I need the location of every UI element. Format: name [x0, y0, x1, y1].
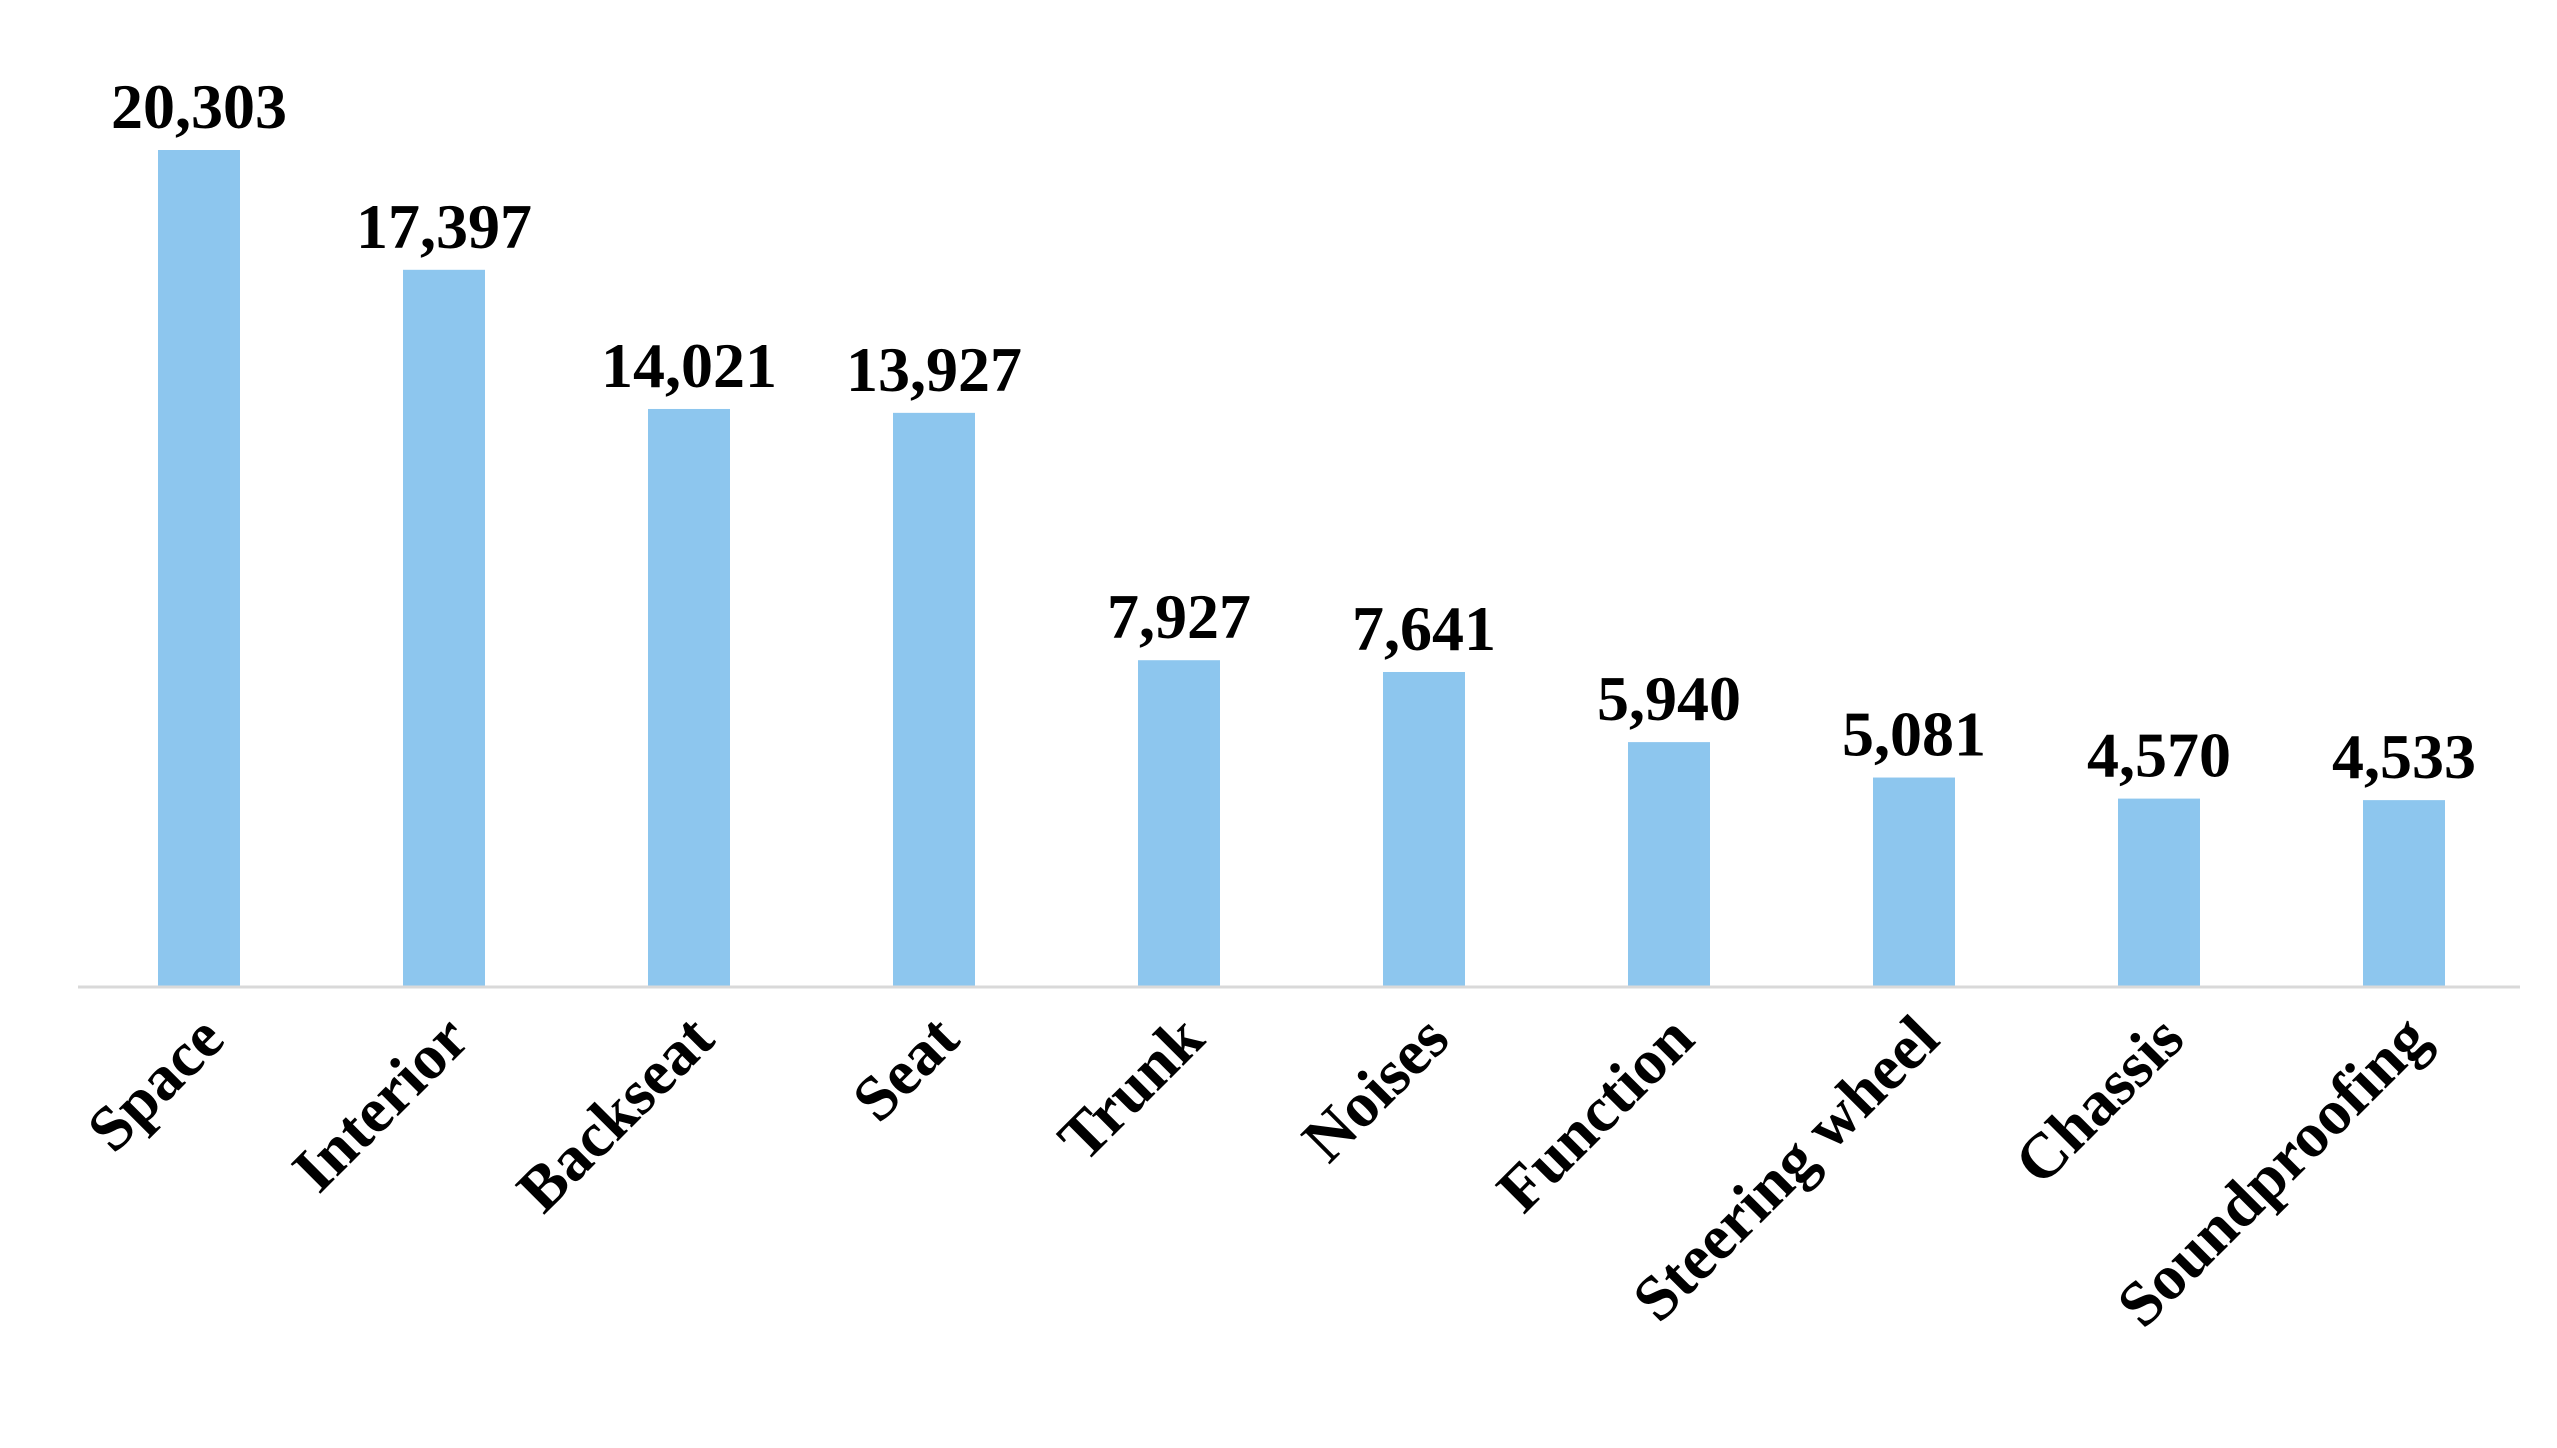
category-label-trunk: Trunk	[1044, 1001, 1217, 1174]
value-label-function: 5,940	[1597, 663, 1741, 734]
bar-trunk	[1138, 660, 1220, 987]
bar-backseat	[648, 408, 730, 988]
category-label-noises: Noises	[1289, 1002, 1462, 1175]
category-label-function: Function	[1483, 1002, 1707, 1226]
category-labels-group: Space Interior Backseat Seat Trunk Noises Func…	[74, 1001, 2442, 1340]
value-label-steering-wheel: 5,081	[1842, 699, 1986, 770]
value-label-trunk: 7,927	[1107, 581, 1251, 652]
value-label-chassis: 4,570	[2087, 720, 2231, 791]
value-label-interior: 17,397	[356, 191, 532, 262]
category-label-chassis: Chassis	[2001, 1002, 2197, 1198]
bar-chassis	[2118, 798, 2200, 987]
value-label-noises: 7,641	[1352, 593, 1496, 664]
value-label-space: 20,303	[111, 71, 287, 142]
bars-group	[158, 150, 2445, 988]
bar-space	[158, 150, 240, 987]
value-labels-group: 20,303 17,397 14,021 13,927 7,927 7,641 5,940 5…	[111, 71, 2476, 792]
category-label-backseat: Backseat	[503, 1001, 727, 1225]
category-label-seat: Seat	[839, 1001, 973, 1135]
bar-soundproofing	[2363, 800, 2445, 987]
bar-interior	[403, 269, 485, 987]
value-label-backseat: 14,021	[601, 330, 777, 401]
category-label-interior: Interior	[278, 1002, 482, 1206]
category-label-space: Space	[74, 1002, 237, 1165]
value-label-seat: 13,927	[846, 334, 1022, 405]
bar-steering-wheel	[1873, 777, 1955, 987]
bar-function	[1628, 742, 1710, 987]
value-label-soundproofing: 4,533	[2332, 721, 2476, 792]
bar-noises	[1383, 671, 1465, 987]
bar-seat	[893, 412, 975, 987]
